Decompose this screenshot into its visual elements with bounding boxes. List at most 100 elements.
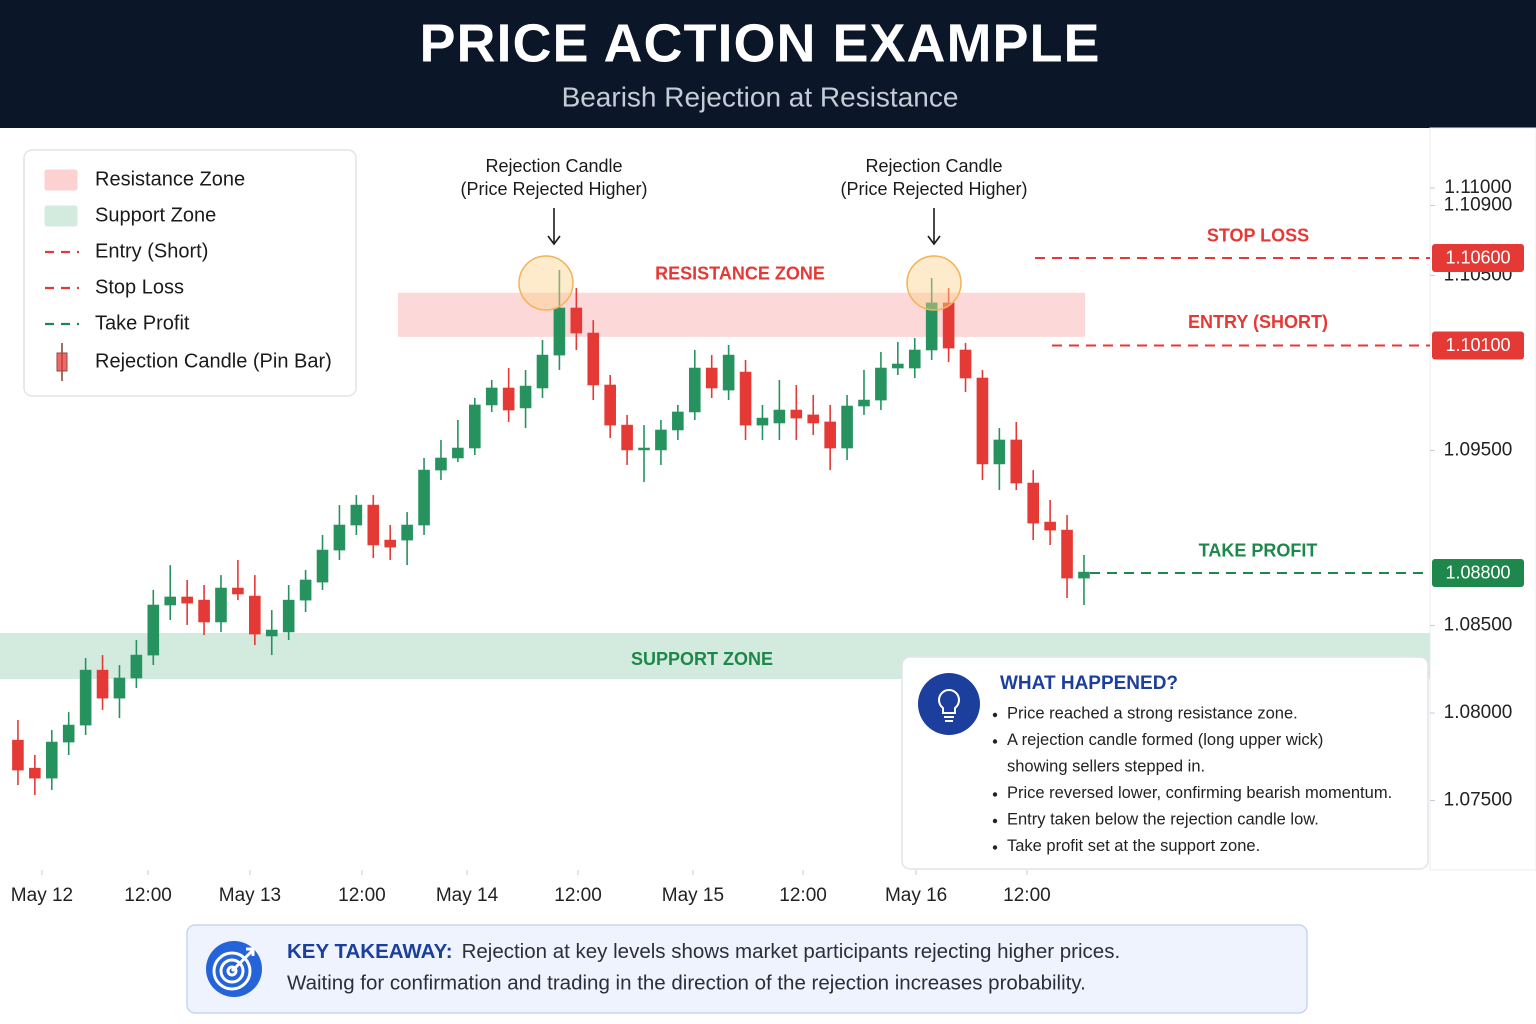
annotation-text: (Price Rejected Higher) (840, 179, 1027, 199)
price-tag-label: 1.08800 (1445, 563, 1510, 583)
candle-body (739, 371, 752, 426)
takeaway-text: Rejection at key levels shows market par… (462, 940, 1121, 963)
candle-body (790, 409, 803, 419)
candle-body (807, 414, 820, 424)
candle-body (96, 669, 109, 699)
takeaway-icon-ring (226, 965, 238, 977)
candle-body (79, 669, 92, 726)
legend-label: Stop Loss (95, 276, 184, 298)
info-bullet: Take profit set at the support zone. (1007, 837, 1260, 855)
candle-body (333, 524, 346, 551)
x-tick-label: May 15 (662, 885, 724, 906)
legend-label: Take Profit (95, 312, 190, 334)
candle-body (45, 741, 58, 779)
candle-body (756, 417, 769, 426)
support-zone-label: SUPPORT ZONE (631, 649, 773, 669)
x-tick-label: May 14 (436, 885, 499, 906)
candle-body (1061, 529, 1073, 579)
legend-label: Support Zone (95, 204, 216, 226)
bullet (992, 792, 998, 797)
x-tick-label: May 12 (11, 885, 73, 906)
candle-body (29, 767, 41, 779)
candle-body (773, 409, 786, 424)
candle-body (62, 724, 75, 743)
bullet (992, 818, 998, 824)
info-title: WHAT HAPPENED? (1000, 673, 1178, 694)
candle-body (604, 384, 616, 426)
takeaway-icon-ring (212, 951, 252, 991)
candle-body (570, 307, 583, 334)
candle-body (553, 307, 566, 356)
y-tick-label: 1.07500 (1444, 790, 1513, 811)
y-tick-label: 1.11000 (1444, 177, 1511, 198)
x-tick-label: 12:00 (1003, 885, 1051, 906)
candle-body (367, 504, 380, 546)
candle-body (976, 377, 989, 465)
takeaway-text: Waiting for confirmation and trading in … (287, 971, 1086, 994)
level-label: STOP LOSS (1207, 226, 1309, 246)
legend-label: Resistance Zone (95, 168, 245, 190)
x-tick-label: May 13 (219, 885, 281, 906)
price-tag-label: 1.10100 (1445, 335, 1510, 355)
candle-body (113, 677, 126, 699)
price-tag (1432, 331, 1524, 360)
info-box (901, 656, 1429, 870)
candle-body (638, 447, 650, 451)
bullet (992, 712, 998, 718)
candle-body (452, 447, 464, 459)
legend-swatch (56, 352, 68, 372)
axis-panel (1429, 127, 1536, 871)
candle-body (299, 579, 312, 601)
level-label: TAKE PROFIT (1199, 541, 1318, 561)
candle-body (892, 363, 904, 369)
candle-body (519, 385, 532, 409)
bullet (992, 845, 998, 850)
x-tick-label: May 16 (885, 885, 947, 906)
resistance-zone-label: RESISTANCE ZONE (655, 264, 825, 284)
arrow-head (927, 235, 941, 246)
takeaway-icon-arrow (230, 947, 255, 973)
candle-body (502, 387, 515, 411)
candle-body (587, 332, 600, 386)
candle-body (435, 457, 447, 471)
candle-body (384, 539, 396, 548)
title: PRICE ACTION EXAMPLE (419, 13, 1100, 73)
candle-body (1044, 521, 1056, 531)
candle-body (858, 399, 870, 407)
info-icon-bulb (938, 688, 960, 722)
candle-body (164, 596, 177, 606)
candle-body (249, 595, 261, 635)
bullet (992, 739, 998, 744)
candle-body (350, 504, 363, 526)
candle-body (130, 654, 143, 679)
candle-body (672, 411, 684, 431)
candle-body (198, 599, 210, 623)
annotation-text: (Price Rejected Higher) (460, 179, 647, 199)
info-bullet: Price reached a strong resistance zone. (1007, 704, 1298, 722)
candle-body (401, 524, 413, 541)
candle-body (536, 354, 549, 389)
candle-body (959, 349, 972, 379)
candle-body (942, 302, 955, 349)
y-tick-label: 1.10900 (1444, 194, 1513, 215)
info-bullet: Entry taken below the rejection candle l… (1007, 810, 1319, 828)
legend-label: Rejection Candle (Pin Bar) (95, 350, 332, 372)
candle-body (705, 367, 718, 389)
resistance-zone (398, 292, 1085, 337)
y-tick-label: 1.09500 (1444, 439, 1513, 460)
candle-body (1027, 482, 1040, 524)
candle-body (147, 604, 160, 656)
price-tag (1432, 558, 1524, 587)
level-label: ENTRY (SHORT) (1188, 312, 1328, 332)
info-bullet: showing sellers stepped in. (1007, 757, 1205, 775)
header-bg (0, 0, 1536, 128)
rejection-highlight (906, 255, 962, 311)
candle-body (215, 587, 227, 623)
info-bullet: A rejection candle formed (long upper wi… (1007, 731, 1323, 749)
info-icon (918, 673, 980, 735)
legend-swatch (44, 169, 78, 191)
annotation-text: Rejection Candle (865, 156, 1002, 176)
x-tick-label: 12:00 (779, 885, 827, 906)
